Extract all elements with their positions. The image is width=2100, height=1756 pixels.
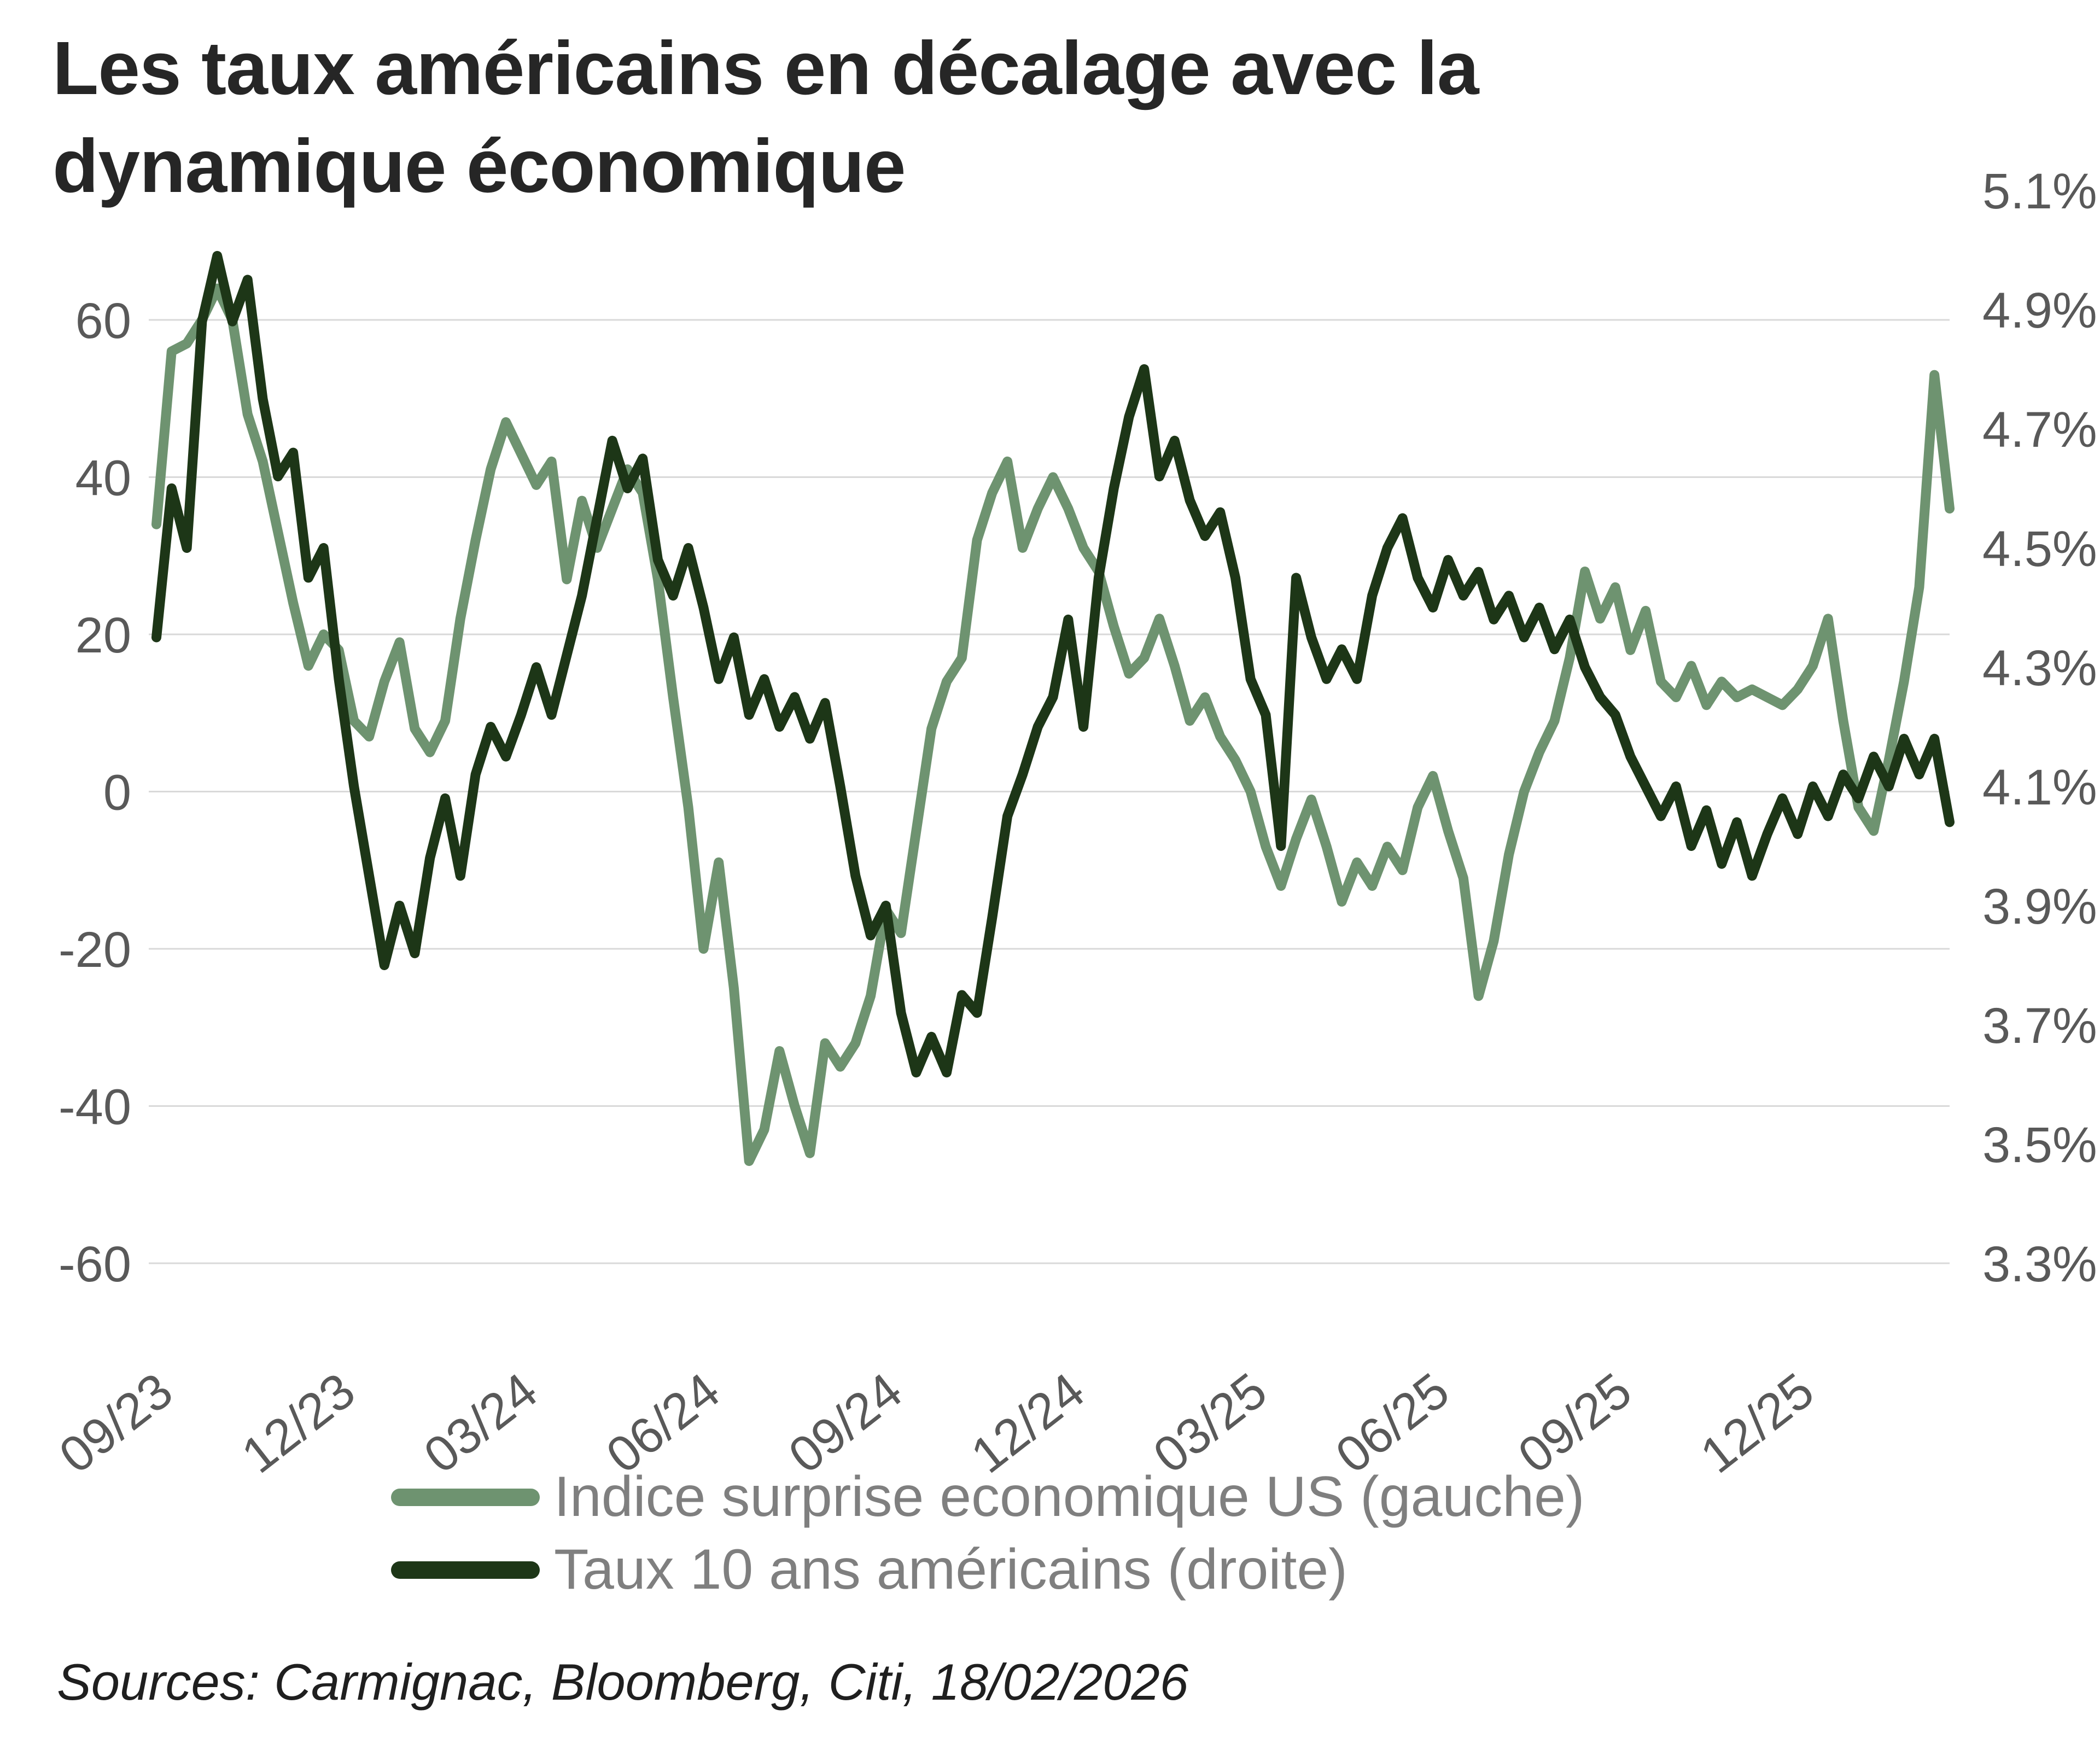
left-axis-tick-label: -60: [59, 1236, 131, 1292]
source-note: Sources: Carmignac, Bloomberg, Citi, 18/…: [57, 1653, 1189, 1711]
legend-swatch-surprise-index: [391, 1488, 540, 1506]
right-axis-tick-label: 3.3%: [1982, 1236, 2097, 1292]
right-axis-tick-label: 5.1%: [1982, 164, 2097, 219]
x-axis-tick-label: 09/23: [49, 1362, 183, 1484]
left-axis-tick-label: -20: [59, 922, 131, 978]
left-axis-tick-label: 20: [75, 608, 131, 663]
right-axis-tick-label: 4.1%: [1982, 760, 2097, 815]
legend-label-10y-yield: Taux 10 ans américains (droite): [554, 1538, 1348, 1601]
x-axis-tick-label: 12/23: [232, 1362, 365, 1484]
chart-legend: Indice surprise economique US (gauche) T…: [391, 1465, 1585, 1602]
right-axis-tick-label: 3.7%: [1982, 998, 2097, 1054]
right-axis-tick-label: 4.9%: [1982, 283, 2097, 339]
legend-swatch-10y-yield: [391, 1561, 540, 1579]
left-axis-tick-label: 0: [103, 765, 131, 821]
right-axis-tick-label: 3.5%: [1982, 1117, 2097, 1173]
left-axis-tick-label: -40: [59, 1080, 131, 1135]
right-axis-tick-label: 4.3%: [1982, 640, 2097, 696]
right-axis-tick-label: 3.9%: [1982, 879, 2097, 935]
series-line-0: [151, 283, 1955, 1166]
legend-label-surprise-index: Indice surprise economique US (gauche): [554, 1465, 1585, 1529]
chart-title-line1: Les taux américains en décalage avec la: [52, 26, 1479, 110]
chart-title-line2: dynamique économique: [52, 124, 906, 209]
chart-title: Les taux américains en décalage avec la …: [52, 20, 1830, 216]
legend-item-10y-yield: Taux 10 ans américains (droite): [391, 1537, 1585, 1602]
series-line-1: [151, 250, 1955, 1078]
x-axis-tick-label: 12/25: [1690, 1362, 1824, 1484]
legend-item-surprise-index: Indice surprise economique US (gauche): [391, 1465, 1585, 1530]
right-axis-tick-label: 4.7%: [1982, 402, 2097, 458]
left-axis-tick-label: 60: [75, 293, 131, 349]
left-axis-tick-label: 40: [75, 451, 131, 506]
right-axis-tick-label: 4.5%: [1982, 521, 2097, 577]
